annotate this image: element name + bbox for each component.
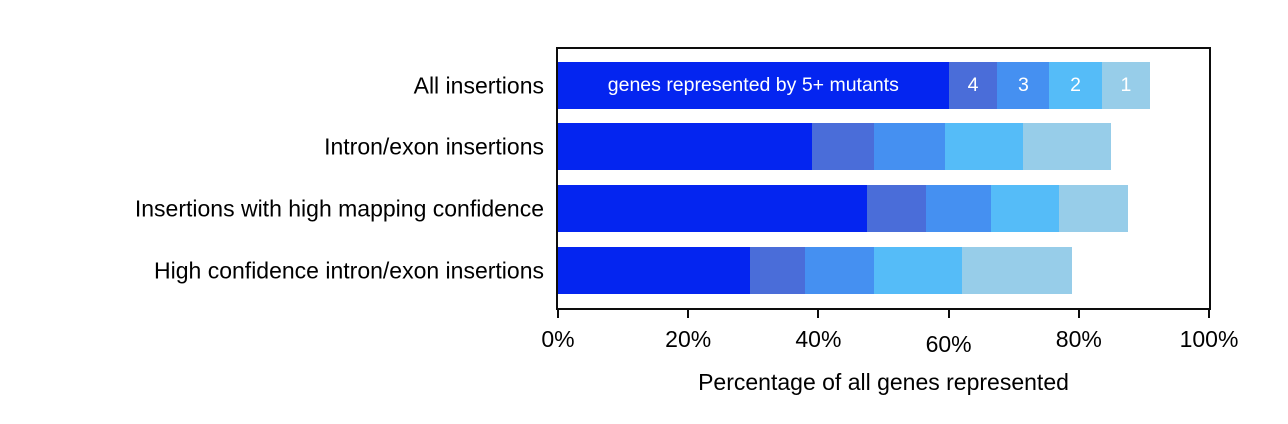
bar-row xyxy=(558,247,1073,294)
category-label: All insertions xyxy=(413,72,544,98)
x-tick-label: 0% xyxy=(541,326,575,352)
bar-segment-2 xyxy=(990,185,1060,232)
x-tick-label: 60% xyxy=(925,331,972,357)
bar-segment-4 xyxy=(811,123,874,170)
bar-segment-2 xyxy=(873,247,962,294)
x-tick-mark xyxy=(1208,309,1210,318)
x-tick-label: 20% xyxy=(665,326,712,352)
bar-segment-1 xyxy=(961,247,1073,294)
x-tick-mark xyxy=(1077,309,1080,318)
x-tick-mark xyxy=(947,309,950,318)
x-tick-mark xyxy=(687,309,690,318)
bar-segment-1 xyxy=(1023,123,1112,170)
bar-segment-4: 4 xyxy=(948,62,998,109)
x-axis: 0% 20% 40% 60% 80% 100% xyxy=(541,309,1238,370)
bar-segment-five-plus: genes represented by 5+ mutants xyxy=(558,62,949,109)
category-label: Intron/exon insertions xyxy=(324,133,544,159)
x-tick-mark xyxy=(557,309,559,318)
bar-segment-five-plus xyxy=(558,247,751,294)
plot-area: genes represented by 5+ mutants 4 3 2 1 xyxy=(556,47,1211,310)
bar-row xyxy=(558,185,1128,232)
bar-segment-2 xyxy=(945,123,1024,170)
x-tick-label: 80% xyxy=(1055,326,1102,352)
bar-segment-4 xyxy=(750,247,806,294)
x-tick-mark xyxy=(817,309,820,318)
bar-segment-3 xyxy=(925,185,991,232)
category-label: Insertions with high mapping confidence xyxy=(134,195,544,221)
bar-segment-3 xyxy=(805,247,874,294)
bar-segment-1: 1 xyxy=(1101,62,1151,109)
bar-segment-3: 3 xyxy=(997,62,1050,109)
bar-segment-2: 2 xyxy=(1049,62,1102,109)
bar-segment-five-plus xyxy=(558,185,868,232)
x-tick-label: 100% xyxy=(1179,326,1239,352)
bar-row xyxy=(558,123,1112,170)
x-axis-title: Percentage of all genes represented xyxy=(698,369,1069,395)
bar-segment-five-plus xyxy=(558,123,812,170)
x-tick-label: 40% xyxy=(795,326,842,352)
bar-segment-1 xyxy=(1059,185,1128,232)
bar-segment-4 xyxy=(867,185,926,232)
bar-row: genes represented by 5+ mutants 4 3 2 1 xyxy=(558,62,1151,109)
y-axis-category-labels: All insertions Intron/exon insertions Inse… xyxy=(0,0,544,424)
category-label: High confidence intron/exon insertions xyxy=(154,257,544,283)
bar-segment-3 xyxy=(873,123,946,170)
